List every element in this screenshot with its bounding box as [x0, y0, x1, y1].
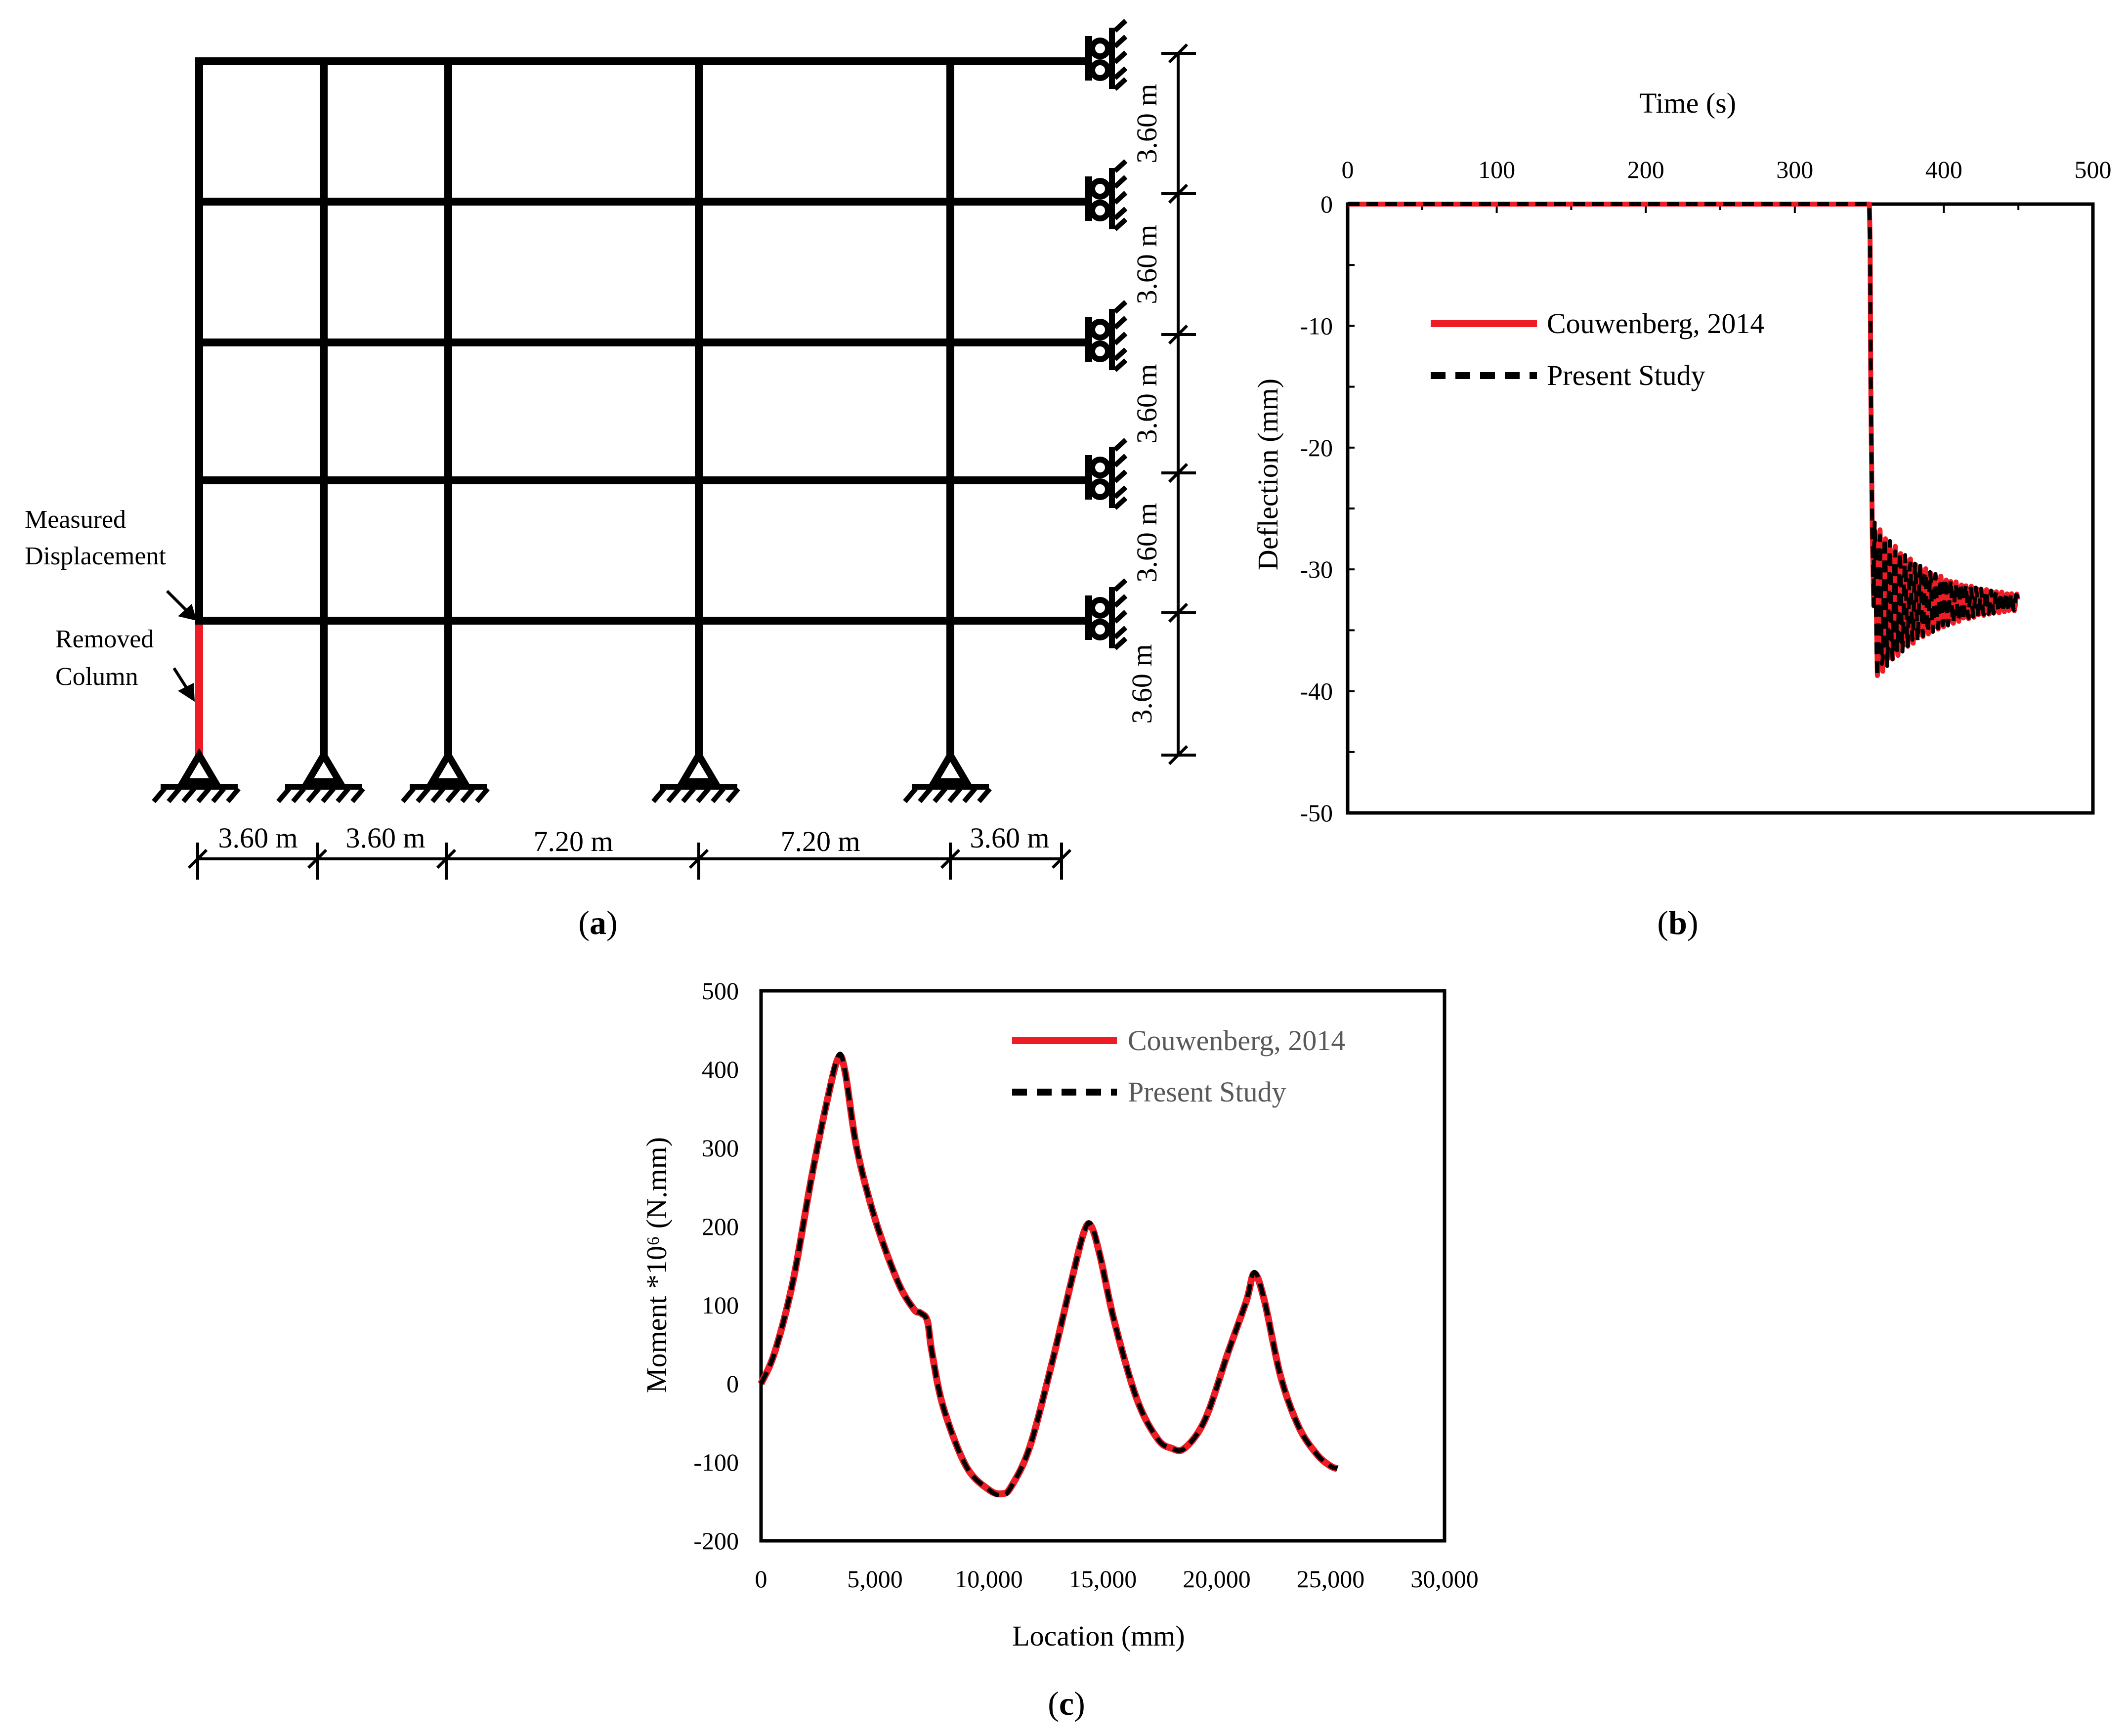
x-tick-label: 300: [1776, 156, 1813, 183]
panel-a-frame-diagram: 3.60 m 3.60 m 3.60 m 3.60 m 3.60 m 3.60 …: [25, 21, 1196, 941]
y-tick-label: 200: [702, 1213, 739, 1240]
series-line-2: [759, 1052, 1338, 1498]
x-tick-label: 400: [1925, 156, 1962, 183]
storey-height-label: 3.60 m: [1126, 644, 1158, 723]
y-tick-label: -30: [1300, 555, 1333, 583]
legend-label-series-2: Present Study: [1547, 359, 1705, 391]
y-tick-label: 400: [702, 1056, 739, 1083]
removed-column-label: Removed: [55, 625, 154, 653]
x-axis-label: Time (s): [1639, 87, 1736, 119]
frame-columns: [195, 57, 954, 759]
y-tick-label: 0: [726, 1370, 739, 1397]
y-axis-label: Deflection (mm): [1252, 379, 1284, 570]
panel-c-moment-chart: 0 5,000 10,000 15,000 20,000 25,000 30,000 500 4…: [640, 977, 1479, 1722]
roller-support-icon: [1085, 580, 1126, 648]
x-tick-label: 500: [2075, 156, 2112, 183]
y-tick-label: -40: [1300, 677, 1333, 705]
storey-dimensions: [1161, 43, 1196, 765]
panel-a-caption: (a): [578, 904, 617, 941]
roller-support-icon: [1085, 440, 1126, 508]
roller-support-icon: [1085, 161, 1126, 229]
removed-column-arrow: [172, 667, 189, 691]
pinned-supports: [154, 755, 990, 802]
x-axis-label: Location (mm): [1012, 1620, 1185, 1652]
y-tick-label: 0: [1320, 190, 1333, 218]
series-line-2: [1348, 202, 2020, 678]
x-tick-label: 0: [1342, 156, 1354, 183]
storey-height-label: 3.60 m: [1131, 84, 1163, 163]
measured-displacement-label: Measured: [25, 506, 126, 534]
storey-height-label: 3.60 m: [1131, 224, 1163, 304]
bay-width-label: 7.20 m: [780, 825, 860, 857]
legend: Couwenberg, 2014 Present Study: [1012, 1024, 1345, 1108]
measured-displacement-arrow: [166, 590, 190, 614]
x-tick-label: 15,000: [1069, 1565, 1137, 1593]
y-tick-label: -20: [1300, 434, 1333, 462]
removed-column-label: Column: [55, 663, 138, 691]
data-series: [758, 1052, 1339, 1498]
bay-width-label: 3.60 m: [345, 822, 425, 854]
arrow-head-icon: [178, 683, 195, 702]
roller-support-icon: [1085, 21, 1126, 89]
x-tick-label: 20,000: [1183, 1565, 1251, 1593]
y-tick-label: -200: [693, 1527, 739, 1555]
measured-displacement-label: Displacement: [25, 542, 166, 570]
bay-width-label: 7.20 m: [533, 825, 613, 857]
y-tick-label: -100: [693, 1448, 739, 1476]
data-series: [1348, 202, 2020, 678]
axis-ticks: [1347, 203, 2094, 814]
bay-width-labels: 3.60 m 3.60 m 7.20 m 7.20 m 3.60 m: [218, 822, 1049, 857]
x-tick-label: 25,000: [1297, 1565, 1365, 1593]
axis-tick-labels: 0 100 200 300 400 500 0 -10 -20 -30 -40 -50: [1300, 156, 2111, 827]
x-tick-label: 30,000: [1410, 1565, 1479, 1593]
panel-c-caption: (c): [1048, 1685, 1085, 1722]
y-tick-label: 500: [702, 977, 739, 1005]
pin-support-icon: [154, 755, 239, 802]
y-axis-label: Moment *10⁶ (N.mm): [640, 1137, 673, 1393]
arrow-head-icon: [178, 604, 197, 621]
plot-area-frame: [759, 989, 1446, 1543]
bay-dimensions: [187, 843, 1072, 880]
storey-height-label: 3.60 m: [1131, 364, 1163, 443]
pin-support-icon: [653, 755, 738, 802]
plot-area-frame: [1346, 202, 2095, 815]
x-tick-label: 0: [755, 1565, 767, 1593]
pin-support-icon: [278, 755, 363, 802]
bay-width-label: 3.60 m: [970, 822, 1049, 854]
pin-support-icon: [905, 755, 990, 802]
legend-label-series-1: Couwenberg, 2014: [1128, 1024, 1345, 1057]
legend-label-series-2: Present Study: [1128, 1076, 1286, 1108]
frame-beams: [199, 57, 1087, 625]
roller-support-icon: [1085, 302, 1126, 370]
legend: Couwenberg, 2014 Present Study: [1431, 307, 1764, 391]
x-tick-label: 5,000: [847, 1565, 903, 1593]
bay-width-label: 3.60 m: [218, 822, 298, 854]
storey-height-labels: 3.60 m 3.60 m 3.60 m 3.60 m 3.60 m: [1126, 84, 1163, 723]
panel-b-caption: (b): [1657, 904, 1698, 941]
y-tick-label: 300: [702, 1134, 739, 1162]
y-tick-label: -10: [1300, 312, 1333, 339]
pin-support-icon: [403, 755, 488, 802]
y-tick-label: 100: [702, 1291, 739, 1319]
annotations: Measured Displacement Removed Column: [25, 506, 197, 702]
roller-supports: [1085, 21, 1126, 648]
x-tick-label: 10,000: [955, 1565, 1023, 1593]
x-tick-label: 200: [1627, 156, 1664, 183]
legend-label-series-1: Couwenberg, 2014: [1547, 307, 1764, 339]
x-tick-label: 100: [1478, 156, 1515, 183]
panel-b-deflection-chart: 0 100 200 300 400 500 0 -10 -20 -30 -40 -50 Time (s…: [1252, 87, 2112, 941]
storey-height-label: 3.60 m: [1131, 503, 1163, 582]
y-tick-label: -50: [1300, 799, 1333, 827]
axis-tick-labels: 0 5,000 10,000 15,000 20,000 25,000 30,000 500 4…: [693, 977, 1478, 1593]
